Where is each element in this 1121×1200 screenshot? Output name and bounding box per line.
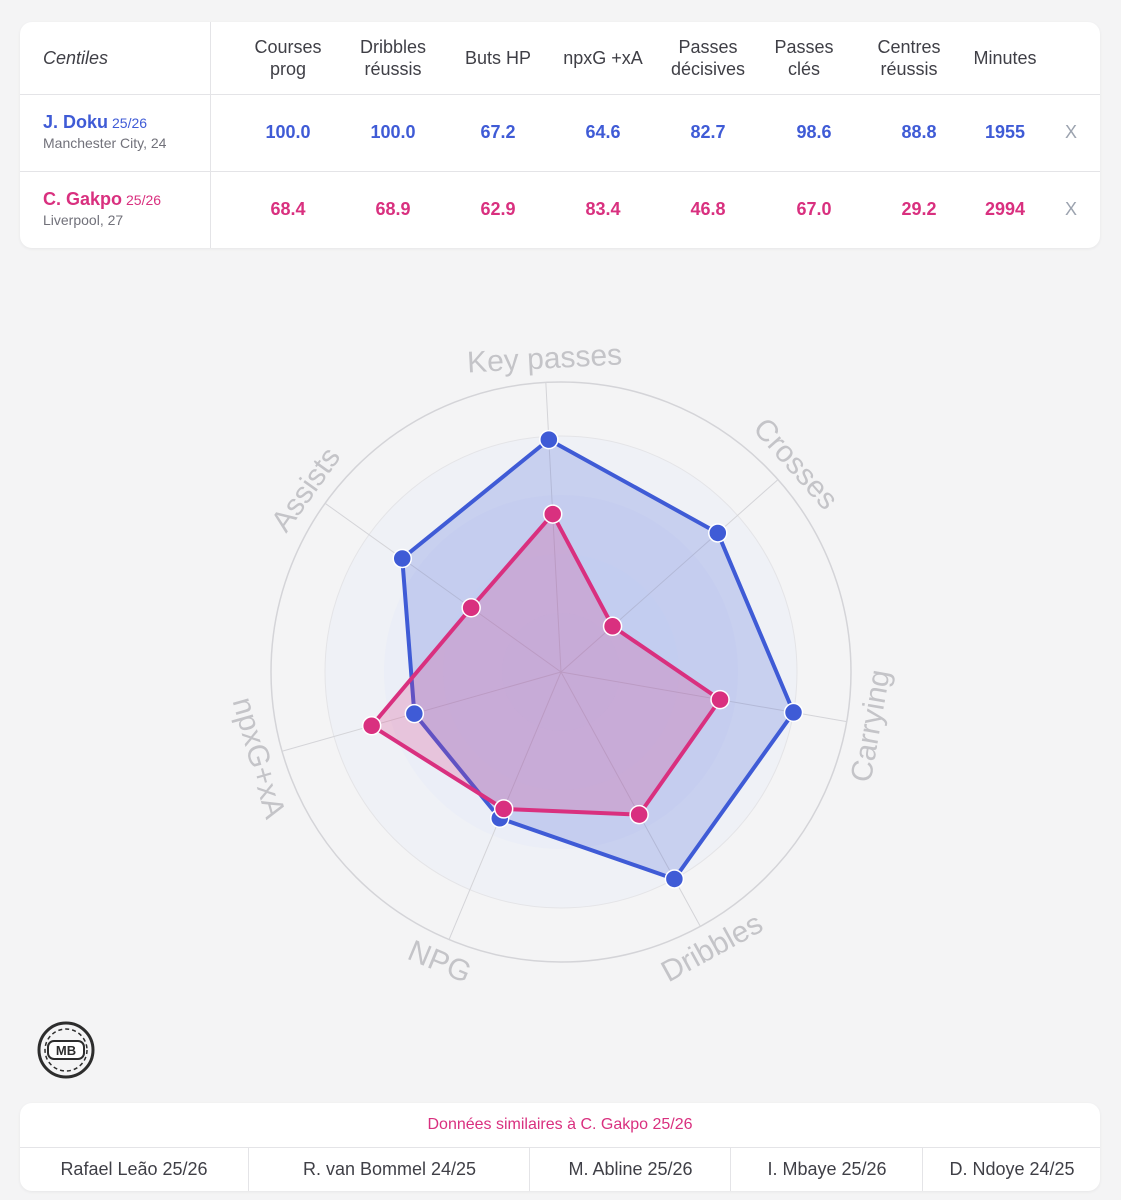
remove-player-button[interactable]: X [1065, 199, 1078, 219]
similar-title: Données similaires à C. Gakpo 25/26 [20, 1103, 1100, 1148]
value-cell: 100.0 [370, 122, 416, 142]
player-team: Liverpool, 27 [43, 212, 124, 228]
column-divider [210, 171, 211, 248]
value-cell: 62.9 [480, 199, 516, 219]
col-header-courses-prog: Courses prog [254, 37, 322, 79]
value-cell: 68.9 [375, 199, 411, 219]
similar-player-item[interactable]: M. Abline 25/26 [529, 1148, 731, 1191]
radar-data-point [710, 689, 730, 710]
player-name-text[interactable]: C. Gakpo [43, 189, 123, 209]
col-header-passes-decisives: Passes décisives [670, 37, 746, 79]
col-header-minutes: Minutes [973, 48, 1037, 68]
table-header: Centiles Courses prog Dribbles réussis But… [20, 22, 1100, 95]
radar-series [361, 429, 804, 889]
value-cell: 83.4 [585, 199, 621, 219]
value-cell: 68.4 [270, 199, 306, 219]
value-cell: 88.8 [901, 122, 937, 142]
player-row-gakpo: C. Gakpo 25/26 Liverpool, 27 68.4 68.9 62… [20, 171, 1100, 248]
remove-player-button[interactable]: X [1065, 122, 1078, 142]
col-header-centres: Centres réussis [877, 37, 941, 79]
radar-data-point [404, 703, 425, 724]
radar-chart: Key passesCrossesCarryingDribblesNPGnpxG… [226, 338, 897, 990]
player-name[interactable]: C. Gakpo 25/26 [43, 189, 161, 210]
mb-logo: MB [37, 1021, 95, 1079]
value-cell: 98.6 [796, 122, 832, 142]
radar-axis-label: Key passes [466, 338, 623, 379]
radar-axis-label: Carrying [845, 667, 897, 784]
radar-spoke [560, 479, 779, 673]
radar-data-point [783, 702, 804, 723]
value-cell: 67.0 [796, 199, 832, 219]
value-cell: 29.2 [901, 199, 937, 219]
radar-data-point [602, 616, 623, 637]
radar-outer-ring [270, 381, 852, 963]
player-name-text[interactable]: J. Doku [43, 112, 109, 132]
player-season: 25/26 [126, 192, 162, 208]
radar-series-area [369, 512, 723, 817]
radar-inner-ring [324, 435, 798, 909]
player-name[interactable]: J. Doku 25/26 [43, 112, 147, 133]
player-row-doku: J. Doku 25/26 Manchester City, 24 100.0 1… [20, 94, 1100, 172]
value-cell: 2994 [984, 199, 1026, 219]
radar-data-point [664, 869, 685, 889]
percentile-table: Centiles Courses prog Dribbles réussis But… [20, 22, 1100, 248]
similar-players-panel: Données similaires à C. Gakpo 25/26 Rafa… [20, 1103, 1100, 1191]
radar-spoke [324, 502, 562, 673]
header-label: Centiles [43, 48, 109, 68]
similar-player-item[interactable]: R. van Bommel 24/25 [248, 1148, 530, 1191]
similar-player-item[interactable]: Rafael Leão 25/26 [60, 1159, 208, 1179]
similar-player-item[interactable]: D. Ndoye 24/25 [922, 1148, 1101, 1191]
similar-list: Rafael Leão 25/26 R. van Bommel 24/25 M.… [20, 1148, 1100, 1191]
col-header-npxg-xa: npxG +xA [563, 48, 643, 68]
player-season: 25/26 [112, 115, 148, 131]
column-divider [210, 94, 211, 171]
radar-data-point [361, 716, 382, 736]
value-cell: 46.8 [690, 199, 726, 219]
radar-data-point [493, 799, 514, 819]
column-divider [210, 22, 211, 94]
radar-data-point [392, 548, 412, 569]
radar-axis-label: NPG [403, 934, 476, 990]
radar-data-point [542, 504, 563, 524]
player-team: Manchester City, 24 [43, 135, 167, 151]
radar-data-point [461, 598, 481, 618]
value-cell: 1955 [984, 122, 1026, 142]
value-cell: 64.6 [585, 122, 621, 142]
radar-axis-label: npxG+xA [226, 694, 292, 823]
col-header-dribbles: Dribbles réussis [359, 37, 427, 79]
radar-data-point [539, 429, 559, 450]
col-header-passes-cles: Passes clés [774, 37, 834, 79]
col-header-buts-hp: Buts HP [464, 48, 532, 68]
similar-player-item[interactable]: I. Mbaye 25/26 [730, 1148, 923, 1191]
value-cell: 82.7 [690, 122, 726, 142]
radar-data-point [708, 523, 728, 543]
value-cell: 100.0 [265, 122, 311, 142]
radar-data-point [629, 804, 649, 825]
radar-series-area [400, 437, 796, 881]
logo-text: MB [56, 1043, 76, 1058]
value-cell: 67.2 [480, 122, 516, 142]
